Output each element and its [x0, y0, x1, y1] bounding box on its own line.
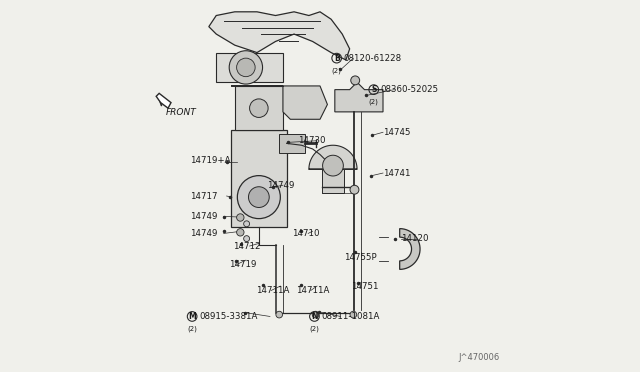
Text: 14120: 14120 — [401, 234, 428, 243]
Text: 14749: 14749 — [189, 212, 217, 221]
Text: 14741: 14741 — [383, 169, 410, 177]
Circle shape — [350, 185, 359, 194]
Text: 14755P: 14755P — [344, 253, 377, 262]
Polygon shape — [279, 134, 305, 153]
Text: (2): (2) — [188, 326, 197, 332]
Circle shape — [244, 221, 250, 227]
Text: 14719+A: 14719+A — [189, 156, 230, 165]
Text: 14712: 14712 — [233, 241, 260, 250]
Text: 14717: 14717 — [189, 192, 217, 201]
Text: N: N — [311, 312, 317, 321]
Text: (2): (2) — [369, 99, 379, 105]
Text: 08360-52025: 08360-52025 — [381, 85, 439, 94]
Polygon shape — [231, 131, 287, 227]
Polygon shape — [209, 12, 349, 60]
Text: B: B — [334, 54, 340, 62]
Circle shape — [350, 311, 356, 318]
Text: S: S — [371, 85, 376, 94]
Text: 08120-61228: 08120-61228 — [344, 54, 402, 62]
Text: 14711A: 14711A — [296, 286, 330, 295]
Circle shape — [237, 229, 244, 236]
Polygon shape — [231, 86, 328, 119]
Polygon shape — [309, 145, 357, 169]
Text: 14749: 14749 — [189, 229, 217, 238]
Text: (2): (2) — [332, 67, 342, 74]
Circle shape — [237, 58, 255, 77]
Polygon shape — [235, 86, 283, 131]
Text: M: M — [188, 312, 196, 321]
Text: 14710: 14710 — [292, 229, 320, 238]
Text: 08915-3381A: 08915-3381A — [199, 312, 257, 321]
Circle shape — [276, 311, 283, 318]
Polygon shape — [216, 52, 283, 82]
Polygon shape — [400, 229, 420, 269]
Circle shape — [244, 235, 250, 241]
Text: (2): (2) — [310, 326, 319, 332]
Text: FRONT: FRONT — [166, 108, 197, 117]
Circle shape — [229, 51, 262, 84]
Circle shape — [250, 99, 268, 118]
Circle shape — [237, 214, 244, 221]
Circle shape — [312, 311, 319, 318]
Circle shape — [237, 176, 280, 219]
Text: 14719: 14719 — [229, 260, 257, 269]
Circle shape — [248, 187, 269, 208]
Text: 14751: 14751 — [351, 282, 379, 291]
Text: 14745: 14745 — [383, 128, 410, 137]
Text: 14711A: 14711A — [256, 286, 290, 295]
Circle shape — [351, 76, 360, 85]
Polygon shape — [322, 169, 344, 193]
Text: 14749: 14749 — [268, 181, 295, 190]
Polygon shape — [335, 82, 383, 112]
Polygon shape — [156, 93, 171, 108]
Text: 14730: 14730 — [298, 136, 325, 145]
Text: J^470006: J^470006 — [458, 353, 500, 362]
Text: 08911-1081A: 08911-1081A — [321, 312, 380, 321]
Circle shape — [323, 155, 343, 176]
